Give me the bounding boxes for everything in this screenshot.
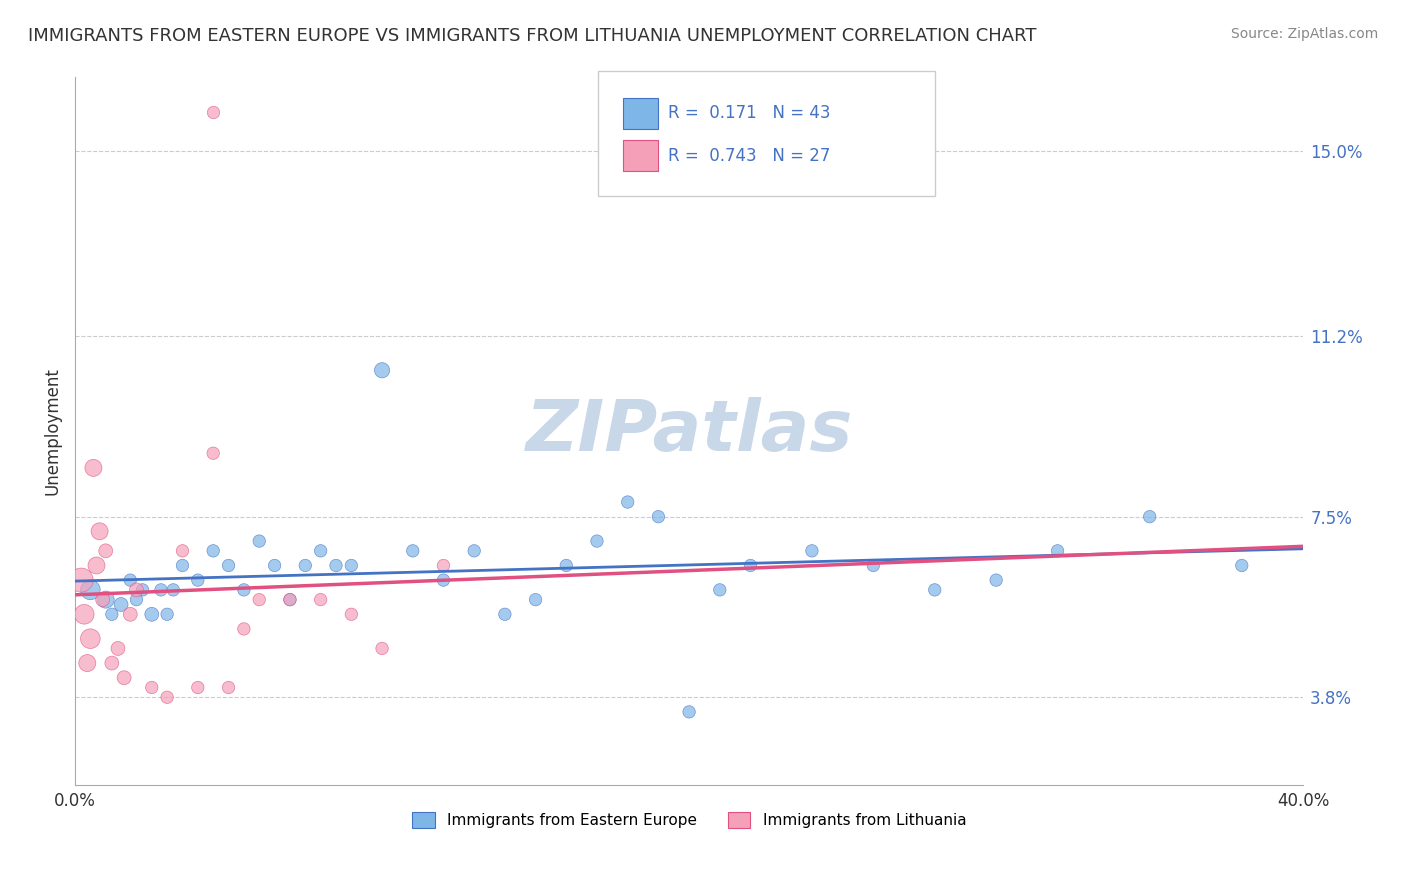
Text: R =  0.171   N = 43: R = 0.171 N = 43 [668,104,831,122]
Point [86,558,108,573]
Point [340,607,363,622]
Point [172,544,194,558]
Point [120,573,142,587]
Point [73,607,96,622]
Point [278,592,301,607]
Point [79,632,101,646]
Text: IMMIGRANTS FROM EASTERN EUROPE VS IMMIGRANTS FROM LITHUANIA UNEMPLOYMENT CORRELA: IMMIGRANTS FROM EASTERN EUROPE VS IMMIGR… [28,27,1036,45]
Point [89,524,111,539]
Point [524,592,547,607]
Point [647,509,669,524]
Point [1139,509,1161,524]
Point [616,495,638,509]
Point [309,544,332,558]
Point [70,573,93,587]
Point [79,582,101,597]
Point [156,607,179,622]
Point [232,582,254,597]
Point [131,582,153,597]
Point [91,592,114,607]
Legend: Immigrants from Eastern Europe, Immigrants from Lithuania: Immigrants from Eastern Europe, Immigran… [406,805,973,834]
Point [263,558,285,573]
Point [555,558,578,573]
Point [162,582,184,597]
Point [278,592,301,607]
Point [187,573,209,587]
Point [1046,544,1069,558]
Point [800,544,823,558]
Point [94,544,117,558]
Point [202,104,225,119]
Text: Source: ZipAtlas.com: Source: ZipAtlas.com [1230,27,1378,41]
Point [294,558,316,573]
Point [340,558,363,573]
Point [76,656,98,670]
Y-axis label: Unemployment: Unemployment [44,368,60,495]
Point [371,363,394,377]
Point [586,534,609,549]
Point [149,582,172,597]
Point [984,573,1007,587]
Point [494,607,516,622]
Point [309,592,332,607]
Point [218,681,240,695]
Point [232,622,254,636]
Point [172,558,194,573]
Point [187,681,209,695]
Point [862,558,884,573]
Point [112,671,135,685]
Point [202,544,225,558]
Text: ZIPatlas: ZIPatlas [526,397,853,466]
Point [110,598,132,612]
Point [101,607,124,622]
Point [141,681,163,695]
Point [402,544,425,558]
Point [125,582,148,597]
Point [924,582,946,597]
Point [125,592,148,607]
Point [740,558,762,573]
Point [432,573,454,587]
Point [107,641,129,656]
Text: R =  0.743   N = 27: R = 0.743 N = 27 [668,147,830,165]
Point [120,607,142,622]
Point [101,656,124,670]
Point [156,690,179,705]
Point [463,544,485,558]
Point [678,705,700,719]
Point [141,607,163,622]
Point [247,534,270,549]
Point [82,461,104,475]
Point [709,582,731,597]
Point [94,592,117,607]
Point [1230,558,1253,573]
Point [202,446,225,460]
Point [371,641,394,656]
Point [247,592,270,607]
Point [432,558,454,573]
Point [325,558,347,573]
Point [218,558,240,573]
